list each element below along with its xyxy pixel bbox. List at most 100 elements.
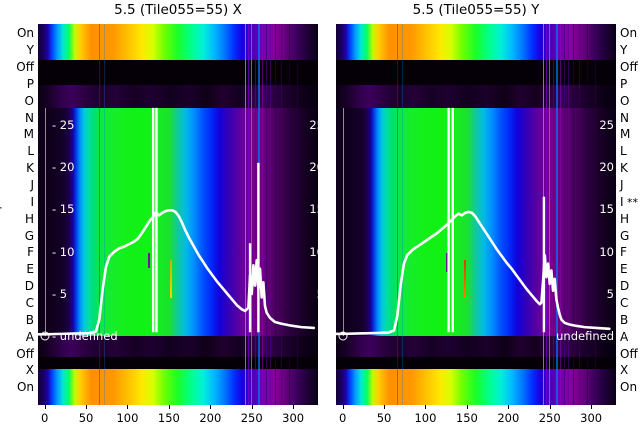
- heatmap-band-body: [38, 107, 318, 337]
- category-label-l-7: L: [620, 144, 627, 159]
- category-label-i-10: I **: [620, 194, 639, 209]
- overlay-trace-svg: [336, 107, 611, 336]
- panel-x[interactable]: 5.5 (Tile055=55) X - 25- 20- 15- 10- 5- …: [38, 2, 318, 405]
- x-axis-panel-x: 0 50 100 150 200 250 300: [38, 405, 318, 439]
- inner-tick-label: - 20: [52, 160, 75, 175]
- category-label-a-18: A: [25, 329, 34, 344]
- category-label-p-3: P: [620, 76, 628, 91]
- inner-axis-line: [44, 107, 46, 337]
- x-tick-mark: [384, 405, 386, 409]
- category-label-y-1: Y: [26, 43, 34, 58]
- inner-tick-label: - 5: [52, 287, 68, 302]
- category-label-d-15: D: [24, 279, 34, 294]
- x-tick-mark: [127, 405, 129, 409]
- heatmap-band-x: [38, 357, 318, 369]
- x-tick-label: 150: [157, 411, 180, 425]
- category-label-m-6: M: [23, 127, 34, 142]
- category-label-off-2: Off: [620, 59, 638, 74]
- x-tick-mark: [425, 405, 427, 409]
- inner-tick-label: 25: [599, 117, 614, 132]
- plot-area-x[interactable]: - 25- 20- 15- 10- 5- undefined252015105: [38, 24, 318, 405]
- category-axis-left: On Y Off P O N M L K J I H G F E D C B A Off X On: [2, 24, 36, 405]
- inner-tick-label-edge: 20: [309, 160, 318, 175]
- inner-axis-line: [342, 107, 344, 337]
- overlay-trace-line: [43, 208, 316, 336]
- x-tick-label: 50: [78, 411, 94, 425]
- category-label-a-18: A: [620, 329, 629, 344]
- category-label-g-12: G: [24, 228, 34, 243]
- category-label-off-19: Off: [16, 346, 34, 361]
- x-tick-label: 300: [282, 411, 305, 425]
- x-tick-label: 250: [538, 411, 561, 425]
- x-axis-panel-y: 0 50 100 150 200 250 300: [336, 405, 616, 439]
- category-label-n-5: N: [25, 110, 34, 125]
- heatmap-band-x: [336, 357, 616, 369]
- inner-tick-label-edge: 10: [309, 244, 318, 259]
- panel-y[interactable]: 5.5 (Tile055=55) Y 25 20 15 10 5 undefined: [336, 2, 616, 405]
- x-tick-mark: [44, 405, 46, 409]
- category-label-o-4: O: [620, 93, 630, 108]
- heatmap-band-body: [336, 107, 616, 337]
- x-tick-label: 0: [40, 411, 49, 425]
- category-label-g-12: G: [620, 228, 630, 243]
- category-label-on-21: On: [620, 380, 638, 395]
- inner-origin-marker: [338, 331, 348, 341]
- x-tick-mark: [508, 405, 510, 409]
- x-tick-label: 0: [338, 411, 347, 425]
- inner-tick-label: 5: [606, 287, 614, 302]
- category-label-o-4: O: [24, 93, 34, 108]
- inner-tick-label-zero: undefined: [556, 329, 614, 344]
- inner-tick-label: 15: [599, 202, 614, 217]
- x-tick-mark: [466, 405, 468, 409]
- panel-y-title: 5.5 (Tile055=55) Y: [412, 2, 540, 18]
- inner-tick-label: - 15: [52, 202, 75, 217]
- category-label-c-16: C: [620, 296, 629, 310]
- x-tick-label: 100: [116, 411, 139, 425]
- inner-tick-label-edge: 15: [309, 202, 318, 217]
- category-label-e-14: E: [26, 262, 34, 277]
- category-label-d-15: D: [620, 279, 630, 294]
- category-label-b-17: B: [620, 312, 629, 327]
- category-label-n-5: N: [620, 110, 629, 125]
- x-tick-label: 50: [376, 411, 392, 425]
- category-label-e-14: E: [620, 262, 628, 277]
- inner-origin-marker: [40, 331, 50, 341]
- inner-tick-label: - 10: [52, 244, 75, 259]
- category-label-j-9: J: [30, 177, 34, 192]
- category-label-f-13: F: [27, 245, 34, 260]
- plot-area-y[interactable]: 25 20 15 10 5 undefined: [336, 24, 616, 405]
- heatmap-band-y: [38, 60, 318, 85]
- category-label-c-16: C: [25, 296, 34, 310]
- category-annotation-marker: **: [623, 195, 639, 209]
- x-tick-label: 100: [414, 411, 437, 425]
- inner-tick-label: 20: [599, 160, 614, 175]
- x-tick-mark: [342, 405, 344, 409]
- overlay-trace-svg: [38, 107, 316, 336]
- heatmap-band-on2: [336, 368, 616, 405]
- x-tick-label: 150: [455, 411, 478, 425]
- category-label-l-7: L: [27, 144, 34, 159]
- category-label-k-8: K: [26, 161, 34, 176]
- heatmap-band-on: [336, 24, 616, 61]
- category-label-x-20: X: [620, 363, 629, 378]
- category-label-h-11: H: [620, 211, 630, 226]
- x-tick-label: 300: [580, 411, 603, 425]
- x-tick-mark: [251, 405, 253, 409]
- category-label-on-21: On: [16, 380, 34, 395]
- category-label-m-6: M: [620, 127, 631, 142]
- x-tick-mark: [591, 405, 593, 409]
- category-label-off-2: Off: [16, 59, 34, 74]
- heatmap-band-y: [336, 60, 616, 85]
- category-label-off-19: Off: [620, 346, 638, 361]
- panel-x-title: 5.5 (Tile055=55) X: [114, 2, 242, 18]
- category-label-f-13: F: [620, 245, 627, 260]
- x-tick-mark: [86, 405, 88, 409]
- category-label-h-11: H: [24, 211, 34, 226]
- category-label-y-1: Y: [620, 43, 628, 58]
- category-label-j-9: J: [620, 177, 624, 192]
- category-label-x-20: X: [25, 363, 34, 378]
- inner-tick-label-edge: 5: [317, 287, 318, 301]
- x-tick-mark: [293, 405, 295, 409]
- category-label-k-8: K: [620, 161, 628, 176]
